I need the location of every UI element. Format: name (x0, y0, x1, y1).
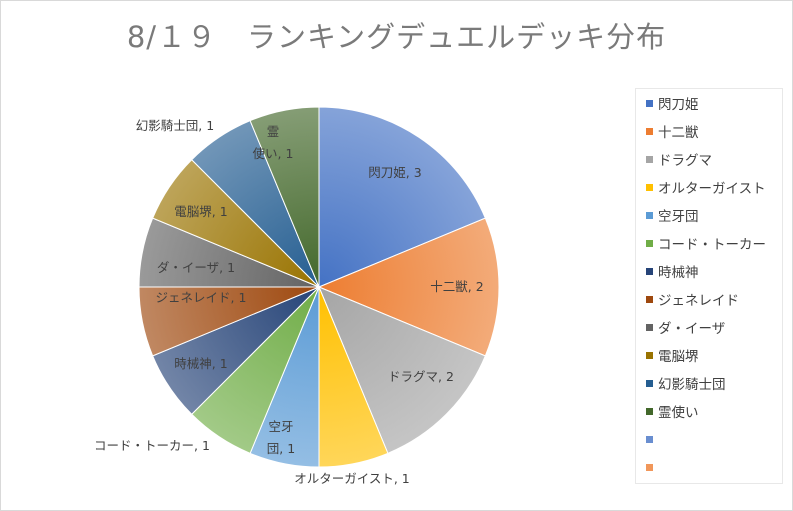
legend-item: 閃刀姫 (646, 93, 699, 113)
pie-data-label: 電脳堺, 1 (174, 204, 227, 219)
legend-swatch (646, 463, 653, 471)
pie-data-label: ジェネレイド, 1 (156, 290, 247, 305)
legend-swatch (646, 295, 653, 303)
legend-swatch (646, 211, 653, 219)
legend-label: 電脳堺 (658, 349, 699, 365)
legend-label: 十二獣 (658, 125, 699, 141)
legend-label: 霊使い (658, 405, 699, 421)
legend-label: 空牙団 (658, 209, 699, 225)
chart-title: 8/１９ ランキングデュエルデッキ分布 (126, 20, 667, 54)
legend-swatch (646, 127, 653, 135)
pie-data-label: ダ・イーザ, 1 (157, 260, 235, 275)
legend-swatch (646, 407, 653, 415)
legend-item: オルターガイスト (646, 177, 766, 197)
legend-swatch (646, 239, 653, 247)
legend-label: 幻影騎士団 (658, 377, 726, 393)
legend-item: 電脳堺 (646, 345, 699, 365)
legend-swatch (646, 379, 653, 387)
legend-item: コード・トーカー (646, 233, 766, 253)
pie-data-label: ドラグマ, 2 (388, 369, 454, 384)
legend-swatch (646, 351, 653, 359)
legend-swatch (646, 99, 653, 107)
legend-item: ドラグマ (646, 149, 712, 169)
pie-data-label: コード・トーカー, 1 (94, 438, 210, 453)
pie-slice (249, 106, 320, 288)
pie-data-label: 空牙団, 1 (267, 419, 295, 456)
legend-item (646, 457, 658, 477)
legend-item: 幻影騎士団 (646, 373, 726, 393)
pie-slice (318, 286, 486, 454)
legend-item: 時械神 (646, 261, 699, 281)
pie-data-label: 十二獣, 2 (430, 279, 483, 294)
legend-label: コード・トーカー (658, 237, 766, 253)
pie-data-label: オルターガイスト, 1 (294, 471, 410, 486)
pie-data-label: 霊使い, 1 (253, 124, 294, 161)
legend-swatch (646, 435, 653, 443)
legend-label: オルターガイスト (658, 181, 766, 197)
legend-item (646, 429, 658, 449)
legend-swatch (646, 323, 653, 331)
legend-item: 十二獣 (646, 121, 699, 141)
pie-data-label: 幻影騎士団, 1 (136, 118, 214, 133)
pie-slice (318, 106, 486, 288)
legend-item: 霊使い (646, 401, 699, 421)
pie-data-label: 時械神, 1 (174, 356, 227, 371)
legend-item: ダ・イーザ (646, 317, 725, 337)
legend-item: ジェネレイド (646, 289, 739, 309)
legend-item: 空牙団 (646, 205, 699, 225)
legend-swatch (646, 183, 653, 191)
legend-label: ダ・イーザ (658, 321, 726, 337)
legend-label: 時械神 (658, 265, 699, 281)
legend-label: ジェネレイド (658, 293, 739, 309)
chart-legend: 閃刀姫十二獣ドラグマオルターガイスト 空牙団コード・トーカー 時械神ジェネレイド ダ・… (635, 88, 783, 484)
pie-slices (138, 106, 500, 468)
pie-slice (317, 217, 500, 357)
legend-swatch (646, 267, 653, 275)
pie-data-labels: 閃刀姫, 3 十二獣, 2 ドラグマ, 2 オルターガイスト, 1 空牙団, 1 コード・… (94, 118, 484, 486)
legend-label: ドラグマ (658, 153, 712, 169)
legend-swatch (646, 155, 653, 163)
legend-label: 閃刀姫 (658, 97, 699, 113)
pie-data-label: 閃刀姫, 3 (368, 165, 421, 180)
